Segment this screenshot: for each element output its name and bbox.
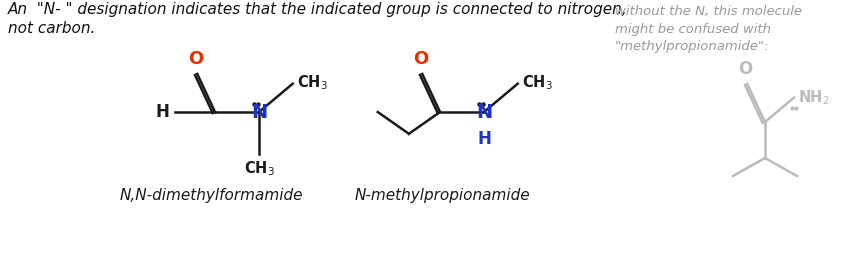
Text: H: H: [155, 103, 169, 121]
Text: NH$_2$: NH$_2$: [798, 88, 830, 107]
Text: N-methylpropionamide: N-methylpropionamide: [355, 188, 530, 203]
Text: N,N-dimethylformamide: N,N-dimethylformamide: [120, 188, 304, 203]
Text: An  "N- " designation indicates that the indicated group is connected to nitroge: An "N- " designation indicates that the …: [8, 2, 628, 36]
Text: O: O: [187, 50, 203, 68]
Text: N: N: [251, 102, 267, 121]
Text: CH$_3$: CH$_3$: [244, 159, 274, 178]
Text: O: O: [412, 50, 428, 68]
Text: H: H: [477, 130, 491, 148]
Text: O: O: [738, 60, 753, 78]
Text: CH$_3$: CH$_3$: [297, 73, 327, 92]
Text: CH$_3$: CH$_3$: [522, 73, 552, 92]
Text: N: N: [476, 102, 492, 121]
Text: without the N, this molecule
might be confused with
"methylpropionamide":: without the N, this molecule might be co…: [615, 5, 802, 53]
